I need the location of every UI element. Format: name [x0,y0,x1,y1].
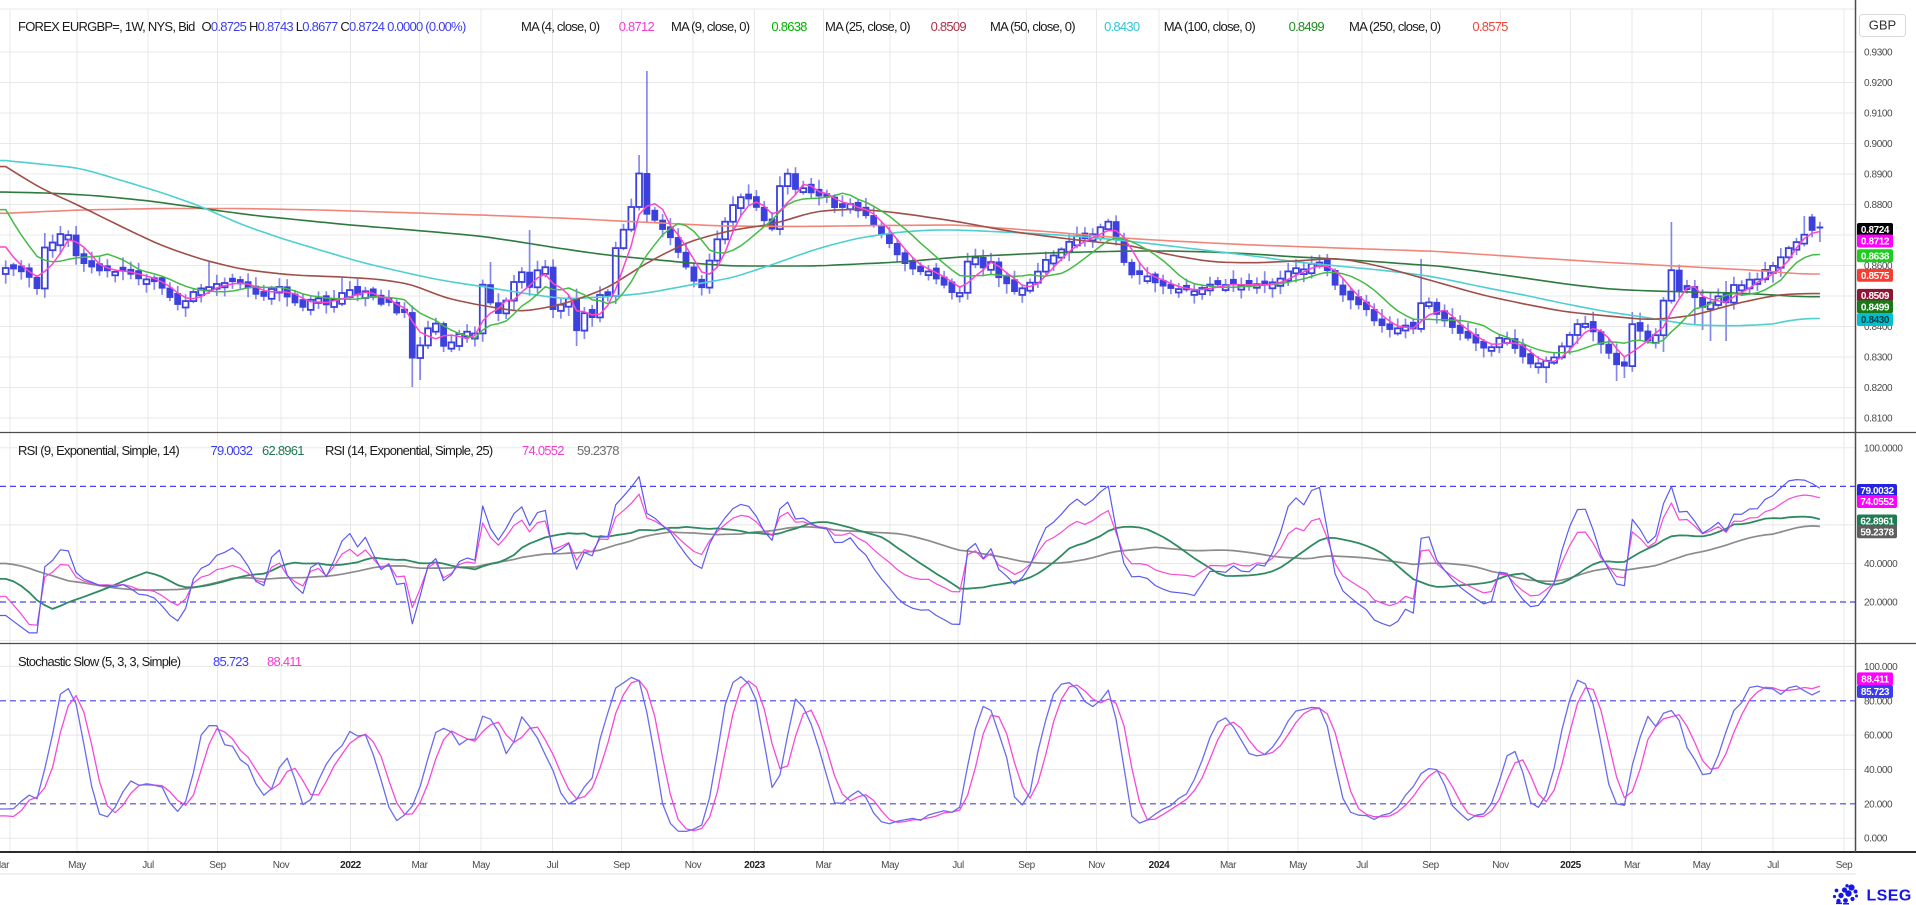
svg-text:100.000: 100.000 [1864,662,1898,673]
svg-text:88.411: 88.411 [267,654,302,669]
svg-text:2025: 2025 [1560,860,1581,871]
svg-text:May: May [1693,860,1711,871]
svg-text:85.723: 85.723 [1861,687,1890,698]
svg-text:0.8575: 0.8575 [1861,271,1890,282]
svg-text:Sep: Sep [1836,860,1853,871]
svg-text:Mar: Mar [1220,860,1237,871]
svg-text:0.8800: 0.8800 [1864,200,1893,211]
svg-text:0.8900: 0.8900 [1864,170,1893,181]
svg-text:0.8509: 0.8509 [931,19,967,34]
svg-text:20.000: 20.000 [1864,799,1893,810]
svg-text:0.9000: 0.9000 [1864,139,1893,150]
svg-text:Stochastic Slow (5, 3, 3, Simp: Stochastic Slow (5, 3, 3, Simple) [18,654,181,669]
svg-text:0.8509: 0.8509 [1861,291,1890,302]
svg-text:100.0000: 100.0000 [1864,443,1903,454]
svg-text:Jul: Jul [952,860,964,871]
svg-text:0.8712: 0.8712 [1861,237,1890,248]
svg-text:RSI (9, Exponential, Simple, 1: RSI (9, Exponential, Simple, 14) [18,443,179,458]
svg-text:0.8638: 0.8638 [1861,251,1890,262]
svg-text:74.0552: 74.0552 [1860,497,1894,508]
svg-text:Jul: Jul [142,860,154,871]
svg-text:0.8600: 0.8600 [1864,261,1893,272]
svg-text:59.2378: 59.2378 [577,443,619,458]
svg-text:0.8499: 0.8499 [1861,302,1890,313]
svg-text:0.8100: 0.8100 [1864,414,1893,425]
svg-text:Sep: Sep [1018,860,1035,871]
svg-text:Jul: Jul [1767,860,1779,871]
svg-text:MA (9, close, 0): MA (9, close, 0) [671,19,750,34]
svg-text:MA (4, close, 0): MA (4, close, 0) [521,19,600,34]
svg-text:79.0032: 79.0032 [1860,486,1894,497]
svg-text:62.8961: 62.8961 [1860,517,1894,528]
svg-text:40.000: 40.000 [1864,765,1893,776]
svg-text:GBP: GBP [1869,18,1896,33]
svg-text:Nov: Nov [1088,860,1105,871]
svg-text:Nov: Nov [273,860,290,871]
svg-text:MA (100, close, 0): MA (100, close, 0) [1164,19,1256,34]
svg-text:Nov: Nov [685,860,702,871]
svg-text:0.000: 0.000 [1864,834,1888,845]
svg-text:0.8400: 0.8400 [1864,322,1893,333]
svg-text:20.0000: 20.0000 [1864,598,1898,609]
svg-text:Mar: Mar [411,860,428,871]
svg-text:May: May [472,860,490,871]
svg-text:2024: 2024 [1149,860,1170,871]
svg-text:Sep: Sep [613,860,630,871]
svg-text:Sep: Sep [1422,860,1439,871]
svg-text:RSI (14, Exponential, Simple,: RSI (14, Exponential, Simple, 25) [325,443,493,458]
svg-text:Sep: Sep [209,860,226,871]
svg-text:MA (25, close, 0): MA (25, close, 0) [825,19,910,34]
svg-text:May: May [68,860,86,871]
svg-text:Mar: Mar [1624,860,1641,871]
svg-text:Nov: Nov [1492,860,1509,871]
svg-text:0.9200: 0.9200 [1864,78,1893,89]
svg-text:80.000: 80.000 [1864,696,1893,707]
svg-text:0.8575: 0.8575 [1472,19,1508,34]
svg-text:0.9300: 0.9300 [1864,48,1893,59]
svg-text:88.411: 88.411 [1861,675,1889,686]
svg-text:62.8961: 62.8961 [262,443,304,458]
svg-text:0.8430: 0.8430 [1861,315,1890,326]
svg-text:Jul: Jul [547,860,559,871]
svg-text:MA (50, close, 0): MA (50, close, 0) [990,19,1075,34]
svg-text:Jul: Jul [1356,860,1368,871]
svg-text:74.0552: 74.0552 [522,443,564,458]
svg-text:May: May [1289,860,1307,871]
svg-text:0.8638: 0.8638 [771,19,807,34]
svg-text:0.8724: 0.8724 [1861,225,1890,236]
svg-text:40.0000: 40.0000 [1864,559,1898,570]
svg-text:Mar: Mar [815,860,832,871]
svg-text:May: May [881,860,899,871]
svg-text:0.8430: 0.8430 [1104,19,1140,34]
svg-text:FOREX EURGBP=, 1W, NYS, Bid: FOREX EURGBP=, 1W, NYS, Bid [18,19,195,34]
svg-text:LSEG: LSEG [1867,888,1912,905]
svg-text:0.8499: 0.8499 [1289,19,1325,34]
svg-text:79.0032: 79.0032 [211,443,253,458]
svg-text:60.000: 60.000 [1864,731,1893,742]
svg-text:O0.8725 H0.8743 L0.8677 C0.: O0.8725 H0.8743 L0.8677 C0.8724 0.0000 (… [202,19,466,34]
svg-text:2022: 2022 [340,860,361,871]
svg-text:0.8300: 0.8300 [1864,353,1893,364]
svg-text:59.2378: 59.2378 [1860,527,1894,538]
svg-text:Mar: Mar [0,860,10,871]
svg-text:0.8712: 0.8712 [619,19,655,34]
svg-text:2023: 2023 [744,860,765,871]
svg-text:85.723: 85.723 [213,654,249,669]
svg-text:0.9100: 0.9100 [1864,109,1893,120]
svg-text:MA (250, close, 0): MA (250, close, 0) [1349,19,1441,34]
svg-text:0.8200: 0.8200 [1864,383,1893,394]
